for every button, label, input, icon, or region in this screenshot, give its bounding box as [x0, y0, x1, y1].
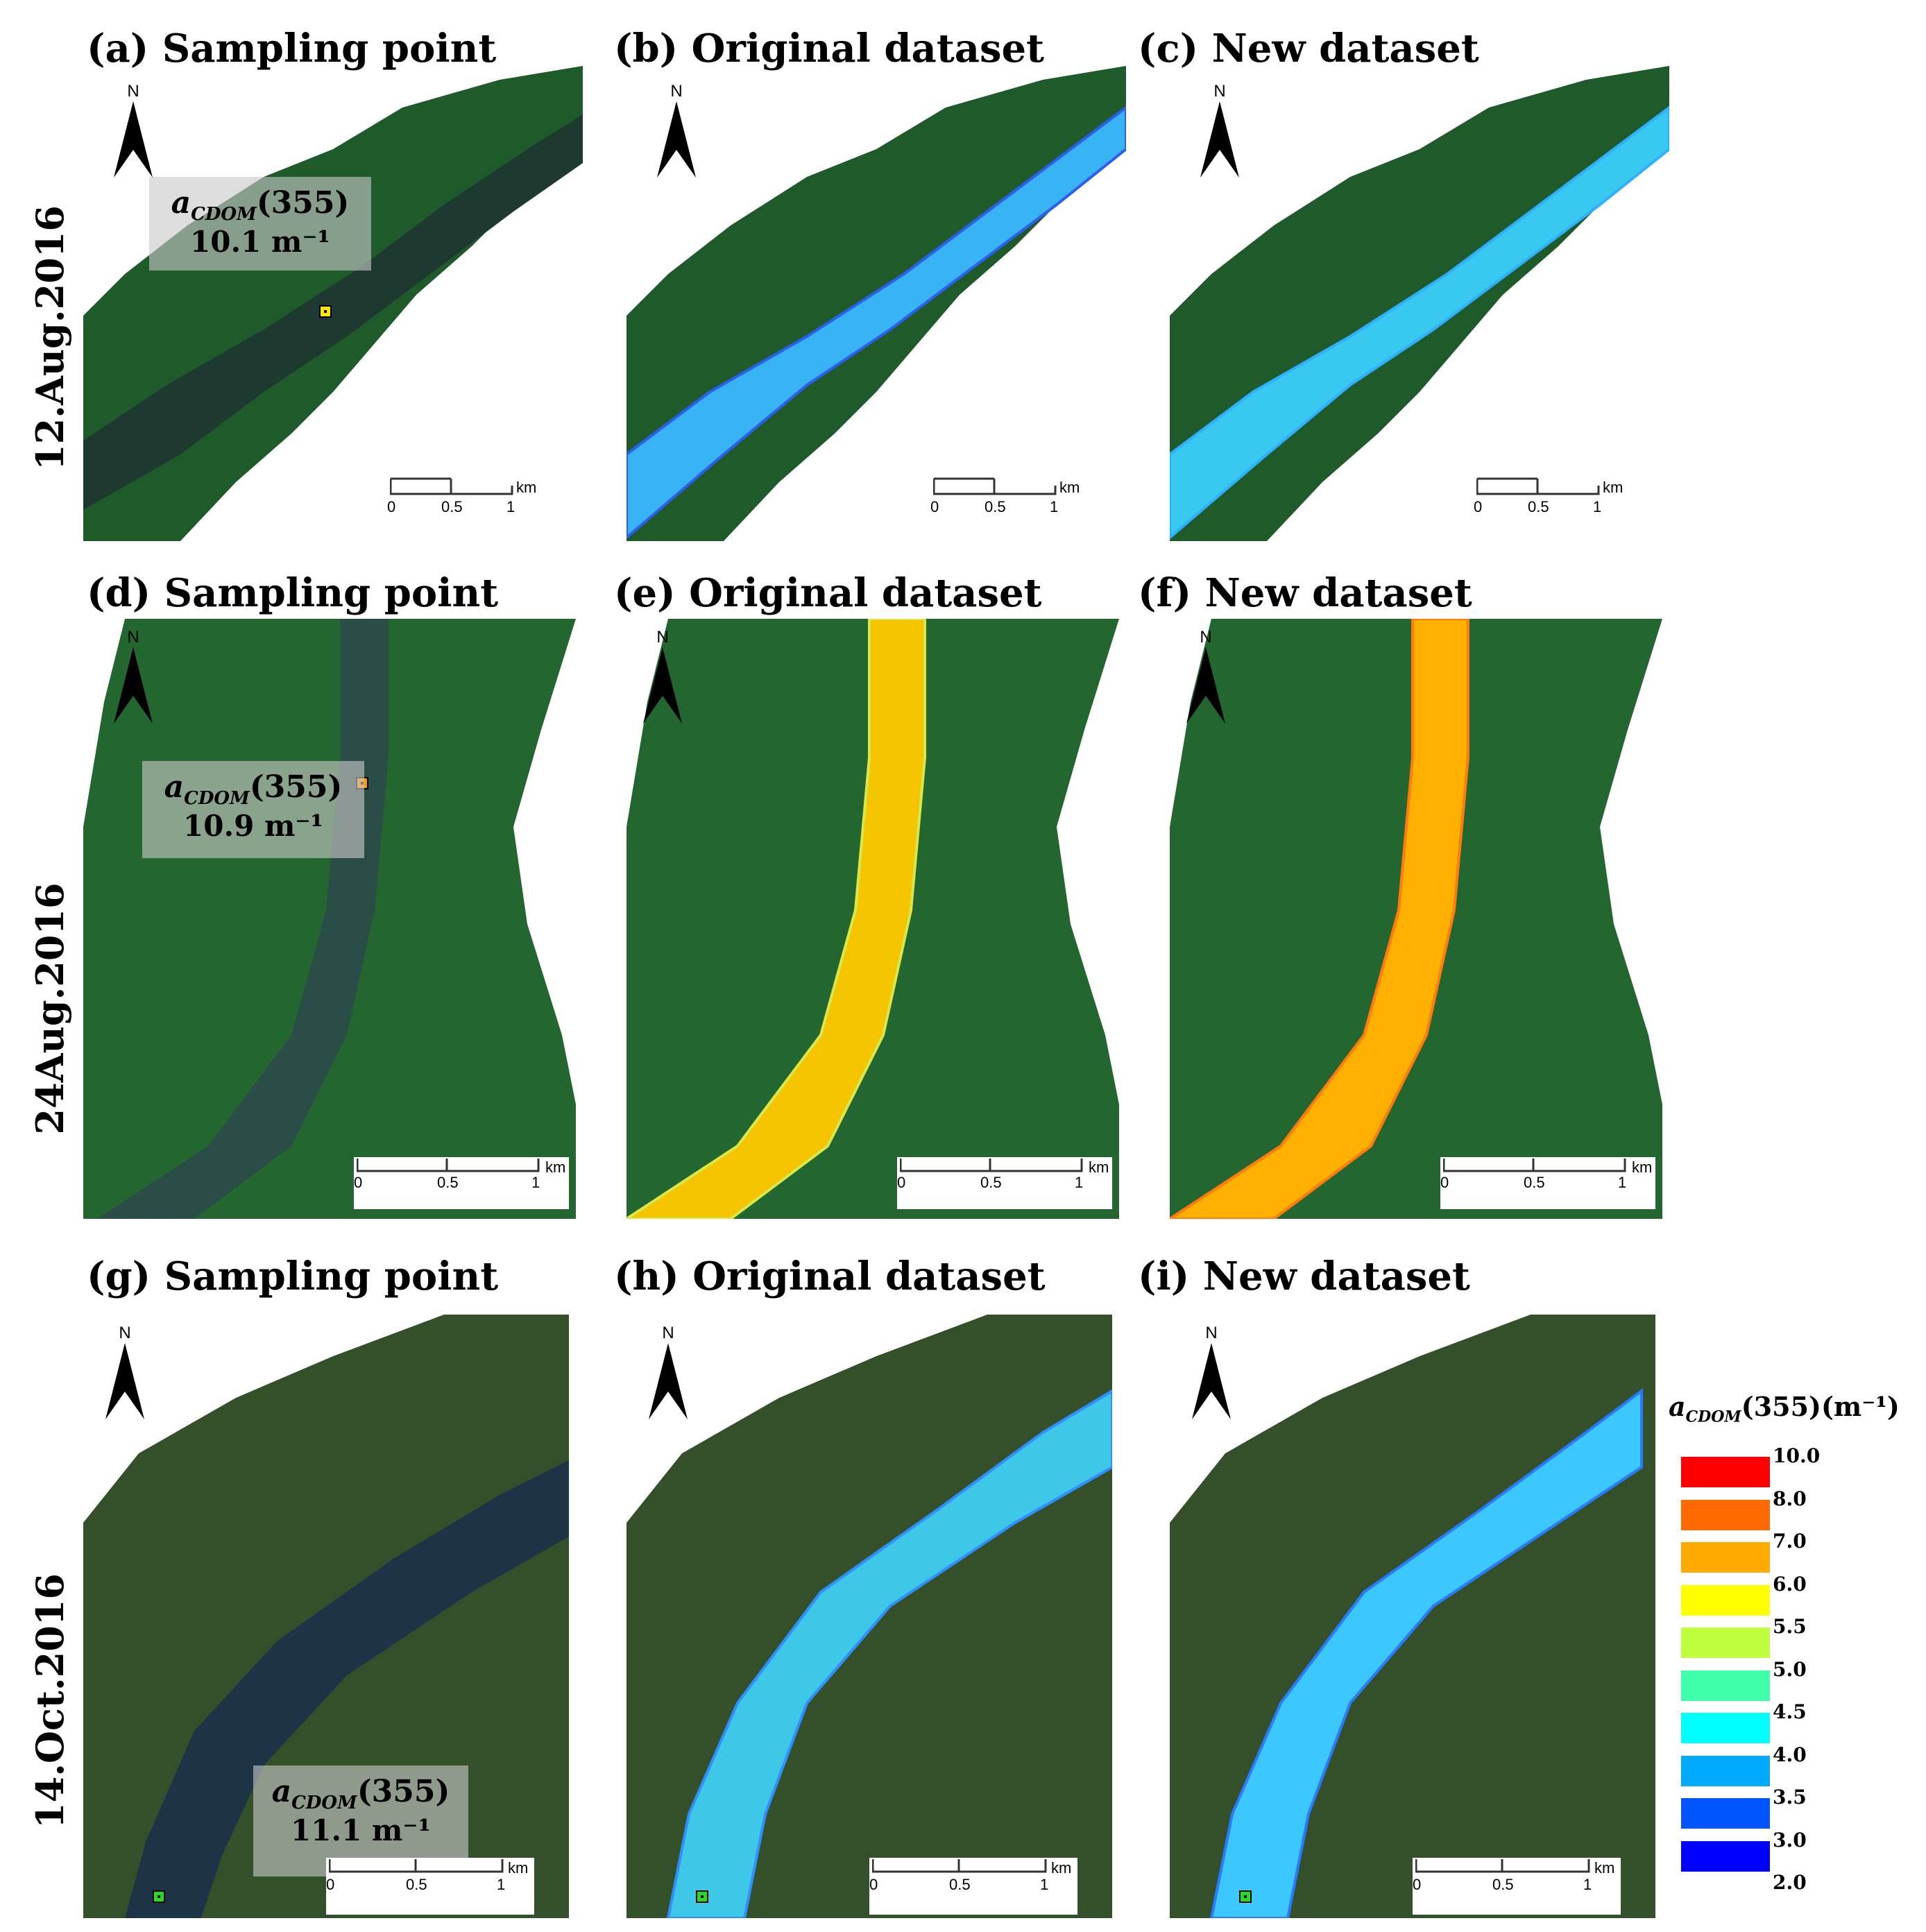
acdom-annotation-d: aCDOM(355) 10.9 m⁻¹ [142, 761, 364, 858]
river-c [1170, 105, 1669, 540]
scale-tick-05: 0.5 [441, 498, 463, 515]
north-arrow-g: N [104, 1324, 146, 1422]
legend-tick-5: 5.0 [1773, 1657, 1807, 1681]
row-label-2: 24Aug.2016 [28, 882, 72, 1135]
map-panel-b [627, 66, 1126, 541]
north-arrow-d: N [112, 628, 154, 726]
sampling-point-marker-a [319, 305, 332, 318]
annotation-symbol-d: aCDOM(355) [164, 769, 343, 809]
legend-tick-7: 4.0 [1773, 1743, 1807, 1766]
panel-title-b: (b) Original dataset [614, 26, 1045, 71]
scale-bar-h: 0 0.5 1 km [869, 1858, 1077, 1915]
river-b [627, 105, 1126, 540]
annotation-value-g: 11.1 m⁻¹ [291, 1813, 431, 1847]
scale-tick-1: 1 [506, 498, 515, 515]
scale-bar-a: 0 0.5 1 km [387, 477, 547, 519]
scale-bar-e: 0 0.5 1 km [897, 1157, 1112, 1209]
legend-swatch-3 [1681, 1584, 1770, 1616]
panel-title-c: (c) New dataset [1138, 26, 1479, 71]
panel-title-i: (i) New dataset [1138, 1254, 1470, 1299]
legend-tick-9: 3.0 [1773, 1828, 1807, 1852]
river-d [97, 619, 389, 1219]
satellite-image-e [627, 619, 1119, 1219]
sampling-point-marker-g [153, 1890, 165, 1903]
legend-tick-1: 8.0 [1773, 1487, 1807, 1510]
satellite-image-f [1170, 619, 1662, 1219]
legend-tick-6: 4.5 [1773, 1700, 1807, 1723]
scale-bar-b: 0 0.5 1 km [930, 477, 1080, 515]
scale-bar-i: 0 0.5 1 km [1413, 1858, 1621, 1915]
north-arrow-h: N [647, 1324, 689, 1422]
sampling-point-marker-i [1239, 1890, 1252, 1903]
river-e [627, 619, 926, 1219]
legend-tick-2: 7.0 [1773, 1530, 1807, 1553]
river-g [125, 1460, 569, 1918]
scale-tick-0: 0 [387, 498, 396, 515]
panel-title-a: (a) Sampling point [87, 26, 497, 71]
legend-swatch-9 [1681, 1840, 1770, 1872]
river-i [1209, 1388, 1643, 1918]
north-arrow-c: N [1199, 82, 1241, 180]
map-panel-h [627, 1315, 1112, 1918]
map-panel-e [627, 619, 1119, 1219]
row-label-1: 12.Aug.2016 [28, 205, 72, 470]
map-panel-d: aCDOM(355) 10.9 m⁻¹ [83, 619, 576, 1219]
color-legend: aCDOM(355)(m⁻¹) 10.0 8.0 7.0 6.0 5.5 5.0 4.5 4.… [1669, 1391, 1918, 1918]
map-panel-a: aCDOM(355) 10.1 m⁻¹ [83, 66, 583, 541]
north-arrow-f: N [1185, 628, 1227, 726]
satellite-image-i [1170, 1315, 1655, 1918]
north-arrow-i: N [1191, 1324, 1232, 1422]
panel-title-e: (e) Original dataset [614, 570, 1042, 616]
legend-swatch-8 [1681, 1798, 1770, 1829]
north-arrow-e: N [642, 628, 683, 726]
legend-swatch-1 [1681, 1499, 1770, 1530]
row-label-3: 14.Oct.2016 [28, 1573, 72, 1829]
annotation-symbol-a: aCDOM(355) [171, 185, 350, 225]
panel-title-g: (g) Sampling point [87, 1254, 499, 1299]
scale-unit: km [516, 479, 537, 496]
annotation-symbol-g: aCDOM(355) [271, 1774, 450, 1813]
map-panel-f [1170, 619, 1662, 1219]
legend-swatch-0 [1681, 1457, 1770, 1487]
scale-bar-g: 0 0.5 1 km [326, 1858, 534, 1915]
river-f [1170, 619, 1469, 1219]
legend-tick-0: 10.0 [1773, 1444, 1821, 1467]
annotation-value-d: 10.9 m⁻¹ [183, 808, 323, 843]
legend-swatch-7 [1681, 1755, 1770, 1786]
satellite-image-b [627, 66, 1126, 541]
map-panel-i [1170, 1315, 1655, 1918]
legend-title: aCDOM(355)(m⁻¹) [1669, 1391, 1900, 1426]
panel-title-h: (h) Original dataset [614, 1254, 1046, 1299]
scale-bar-c: 0 0.5 1 km [1474, 477, 1624, 515]
scale-bar-d: 0 0.5 1 km [354, 1157, 569, 1209]
acdom-annotation-a: aCDOM(355) 10.1 m⁻¹ [149, 177, 371, 271]
map-panel-g: aCDOM(355) 11.1 m⁻¹ [83, 1315, 569, 1918]
map-panel-c [1170, 66, 1669, 541]
north-arrow-a: N [112, 82, 154, 180]
legend-swatch-6 [1681, 1713, 1770, 1743]
annotation-value-a: 10.1 m⁻¹ [190, 224, 330, 259]
legend-tick-4: 5.5 [1773, 1615, 1807, 1638]
sampling-point-marker-h [696, 1890, 708, 1903]
satellite-image-c [1170, 66, 1669, 541]
legend-tick-3: 6.0 [1773, 1572, 1807, 1596]
legend-swatch-2 [1681, 1542, 1770, 1573]
scale-bar-f: 0 0.5 1 km [1440, 1157, 1655, 1209]
satellite-image-d [83, 619, 576, 1219]
north-arrow-b: N [656, 82, 697, 180]
legend-swatch-5 [1681, 1670, 1770, 1701]
legend-swatch-4 [1681, 1627, 1770, 1658]
satellite-image-a [83, 66, 583, 541]
river-h [666, 1389, 1112, 1918]
legend-tick-10: 2.0 [1773, 1871, 1807, 1894]
legend-tick-8: 3.5 [1773, 1786, 1807, 1809]
panel-title-d: (d) Sampling point [87, 570, 499, 616]
satellite-image-h [627, 1315, 1112, 1918]
panel-title-f: (f) New dataset [1138, 570, 1472, 616]
